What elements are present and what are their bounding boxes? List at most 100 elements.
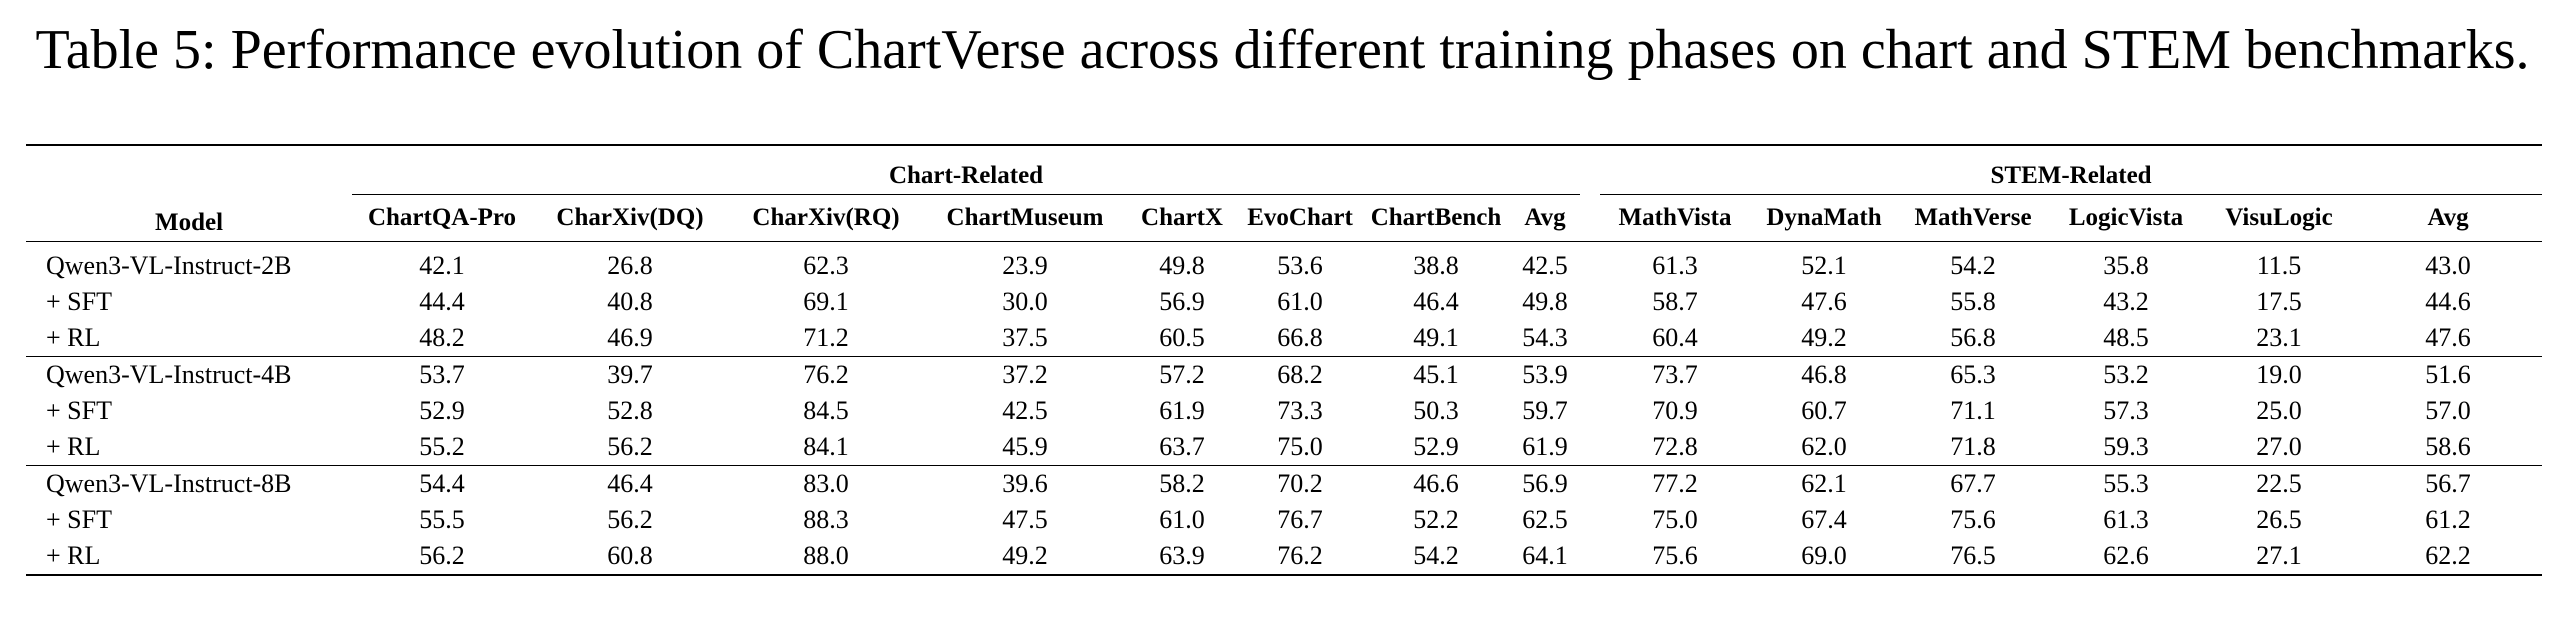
- col-header-chartx: ChartX: [1141, 204, 1223, 231]
- score-cell: 71.2: [803, 323, 849, 352]
- score-cell: 40.8: [607, 287, 653, 316]
- table-row: + RL 56.2 60.8 88.0 49.2 63.9 76.2 54.2 64.1 75.6…: [26, 538, 2543, 576]
- table-row: + SFT 52.9 52.8 84.5 42.5 61.9 73.3 50.3 59.7 70.…: [26, 393, 2542, 429]
- row-gap: [1580, 320, 1600, 357]
- score-cell: 61.2: [2425, 505, 2471, 534]
- score-cell: 56.7: [2354, 465, 2543, 502]
- score-cell: 42.5: [1522, 251, 1568, 280]
- score-cell: 27.0: [2256, 432, 2302, 461]
- col-header-visulogic: VisuLogic: [2225, 204, 2333, 231]
- score-cell: 68.2: [1238, 356, 1362, 393]
- score-cell: 62.0: [1801, 432, 1847, 461]
- score-cell: 56.8: [1950, 323, 1996, 352]
- col-header-mathvista: MathVista: [1618, 204, 1732, 231]
- score-cell: 38.8: [1413, 251, 1459, 280]
- row-model-name: + SFT: [46, 287, 112, 316]
- score-cell: 73.7: [1600, 356, 1751, 393]
- row-model-name: + RL: [26, 538, 352, 576]
- score-cell: 47.5: [1002, 505, 1048, 534]
- score-cell: 71.8: [1950, 432, 1996, 461]
- score-cell: 49.8: [1522, 287, 1568, 316]
- score-cell: 37.2: [924, 356, 1126, 393]
- score-cell: 69.1: [803, 287, 849, 316]
- score-cell: 44.6: [2425, 287, 2471, 316]
- score-cell: 27.1: [2204, 538, 2355, 576]
- table-caption: Table 5: Performance evolution of ChartV…: [35, 19, 2530, 81]
- score-cell: 57.0: [2425, 396, 2471, 425]
- score-cell: 52.9: [1413, 432, 1459, 461]
- score-cell: 54.4: [352, 465, 532, 502]
- column-header-row: ChartQA-Pro CharXiv(DQ) CharXiv(RQ) Char…: [26, 195, 2543, 242]
- score-cell: 71.1: [1950, 396, 1996, 425]
- score-cell: 67.4: [1801, 505, 1847, 534]
- row-gap: [1580, 465, 1601, 502]
- score-cell: 60.4: [1652, 323, 1698, 352]
- score-cell: 58.6: [2425, 432, 2471, 461]
- score-cell: 25.0: [2256, 396, 2302, 425]
- row-model-name: + SFT: [46, 505, 112, 534]
- score-cell: 55.3: [2048, 465, 2205, 502]
- score-cell: 37.5: [1002, 323, 1048, 352]
- score-cell: 48.5: [2103, 323, 2149, 352]
- score-cell: 53.2: [2048, 356, 2205, 393]
- score-cell: 26.8: [607, 251, 653, 280]
- score-cell: 62.5: [1522, 505, 1568, 534]
- col-header-logicvista: LogicVista: [2068, 204, 2184, 231]
- col-header-dynamath: DynaMath: [1766, 204, 1882, 231]
- score-cell: 43.2: [2103, 287, 2149, 316]
- score-cell: 57.3: [2103, 396, 2149, 425]
- score-cell: 76.5: [1898, 538, 2049, 576]
- score-cell: 53.7: [352, 356, 532, 393]
- score-cell: 42.5: [1002, 396, 1048, 425]
- score-cell: 55.8: [1950, 287, 1996, 316]
- row-model-name: + RL: [46, 432, 101, 461]
- score-cell: 55.2: [419, 432, 465, 461]
- row-gap: [1580, 429, 1600, 466]
- score-cell: 56.2: [607, 505, 653, 534]
- score-cell: 45.9: [1002, 432, 1048, 461]
- score-cell: 62.2: [2354, 538, 2543, 576]
- header-gap: [1580, 195, 1600, 242]
- row-gap: [1580, 393, 1600, 429]
- score-cell: 60.7: [1801, 396, 1847, 425]
- score-cell: 26.5: [2256, 505, 2302, 534]
- col-header-stem-avg: Avg: [2427, 204, 2469, 231]
- score-cell: 46.4: [532, 465, 728, 502]
- score-cell: 58.2: [1126, 465, 1238, 502]
- score-cell: 63.9: [1126, 538, 1238, 576]
- score-cell: 60.8: [532, 538, 728, 576]
- row-gap: [1580, 502, 1600, 538]
- score-cell: 58.7: [1652, 287, 1698, 316]
- score-cell: 66.8: [1277, 323, 1323, 352]
- col-header-charxiv-dq: CharXiv(DQ): [556, 204, 704, 231]
- score-cell: 88.0: [728, 538, 924, 576]
- score-cell: 84.5: [803, 396, 849, 425]
- col-header-chart-avg: Avg: [1524, 204, 1566, 231]
- score-cell: 84.1: [803, 432, 849, 461]
- score-cell: 77.2: [1600, 465, 1751, 502]
- group-gap: [1580, 145, 1600, 195]
- score-cell: 56.9: [1510, 465, 1581, 502]
- score-cell: 64.1: [1510, 538, 1581, 576]
- score-cell: 75.6: [1950, 505, 1996, 534]
- score-cell: 23.9: [1002, 251, 1048, 280]
- score-cell: 22.5: [2204, 465, 2355, 502]
- score-cell: 61.9: [1522, 432, 1568, 461]
- score-cell: 61.3: [2103, 505, 2149, 534]
- score-cell: 75.0: [1277, 432, 1323, 461]
- row-model-name: + SFT: [46, 396, 112, 425]
- model-column-header: Model: [154, 209, 224, 236]
- score-cell: 46.8: [1750, 356, 1899, 393]
- col-header-chartqa-pro: ChartQA-Pro: [367, 204, 517, 231]
- col-header-evochart: EvoChart: [1247, 204, 1353, 231]
- results-table: Model Chart-Related STEM-Related ChartQA…: [26, 144, 2543, 576]
- score-cell: 53.6: [1277, 251, 1323, 280]
- score-cell: 62.3: [803, 251, 849, 280]
- score-cell: 47.6: [1801, 287, 1847, 316]
- score-cell: 61.0: [1159, 505, 1205, 534]
- score-cell: 39.6: [924, 465, 1126, 502]
- score-cell: 39.7: [532, 356, 728, 393]
- score-cell: 54.2: [1950, 251, 1996, 280]
- group-header-row: Model Chart-Related STEM-Related: [26, 145, 2543, 236]
- chart-related-group-header: Chart-Related: [352, 145, 1581, 195]
